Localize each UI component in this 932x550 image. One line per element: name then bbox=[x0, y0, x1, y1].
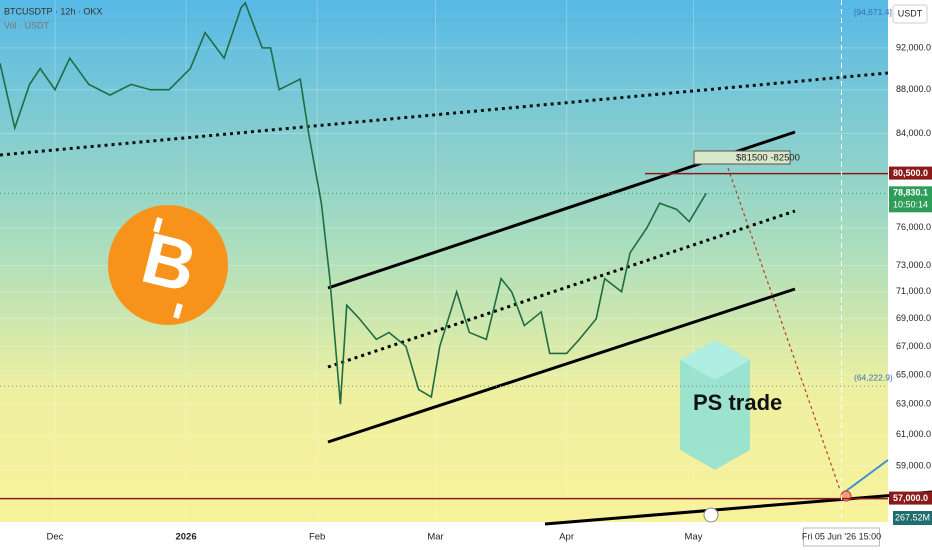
y-tick-label: 67,000.0 bbox=[896, 341, 931, 351]
crosshair-box bbox=[802, 527, 880, 547]
price-level-label: 80,500.0 bbox=[893, 168, 928, 178]
event-icon bbox=[703, 507, 719, 523]
logo-stroke bbox=[153, 217, 163, 233]
price-level-label: [94,671.4] bbox=[854, 7, 892, 17]
price-axis bbox=[888, 0, 932, 550]
brand-logo-facet bbox=[680, 340, 750, 380]
logo-stroke bbox=[173, 303, 183, 319]
x-tick-label: Mar bbox=[427, 532, 443, 543]
price-level-label: 57,000.0 bbox=[893, 493, 928, 503]
x-tick-label: Apr bbox=[559, 532, 574, 543]
price-level-box bbox=[889, 491, 932, 505]
bitcoin-logo bbox=[108, 205, 228, 325]
x-tick-label: 2026 bbox=[175, 532, 196, 543]
support-line bbox=[544, 490, 932, 526]
crosshair-label: Fri 05 Jun '26 15:00 bbox=[802, 531, 881, 541]
y-tick-label: 65,000.0 bbox=[896, 369, 931, 379]
price-level-label: (64,222.9) bbox=[854, 373, 893, 383]
brand-text: PS trade bbox=[693, 390, 782, 415]
projection-arrow bbox=[727, 167, 841, 491]
volume-box bbox=[893, 511, 932, 525]
y-tick-label: 84,000.0 bbox=[896, 128, 931, 138]
y-tick-label: 73,000.0 bbox=[896, 260, 931, 270]
target-point bbox=[840, 490, 852, 502]
y-tick-label: 76,000.0 bbox=[896, 222, 931, 232]
projection-line bbox=[841, 459, 889, 495]
y-tick-label: 63,000.0 bbox=[896, 399, 931, 409]
trend-line bbox=[0, 71, 889, 157]
brand-logo bbox=[680, 340, 750, 470]
chart-subtitle: Vol · USDT bbox=[4, 20, 50, 30]
y-tick-label: 92,000.0 bbox=[896, 42, 931, 52]
unit-label: USDT bbox=[898, 8, 923, 18]
channel-lower bbox=[327, 287, 796, 444]
x-tick-label: Feb bbox=[309, 532, 325, 543]
price-line bbox=[0, 1, 707, 405]
y-tick-label: 59,000.0 bbox=[896, 460, 931, 470]
target-box bbox=[693, 150, 791, 165]
y-tick-label: 88,000.0 bbox=[896, 84, 931, 94]
volume-label: 267.52M bbox=[895, 512, 930, 522]
price-level-box bbox=[889, 166, 932, 180]
y-tick-label: 61,000.0 bbox=[896, 429, 931, 439]
x-tick-label: Dec bbox=[47, 532, 64, 543]
time-axis bbox=[0, 522, 888, 550]
y-tick-label: 71,000.0 bbox=[896, 286, 931, 296]
y-tick-label: 69,000.0 bbox=[896, 313, 931, 323]
chart-title: BTCUSDTP · 12h · OKX bbox=[4, 6, 102, 16]
price-level-label: 78,830.1 bbox=[893, 188, 928, 198]
countdown-label: 10:50:14 bbox=[893, 200, 928, 210]
target-box-label: $81500 -82500 bbox=[736, 153, 800, 164]
channel-middle bbox=[327, 209, 796, 369]
price-level-box bbox=[889, 186, 932, 213]
unit-box bbox=[892, 4, 928, 24]
x-tick-label: May bbox=[685, 532, 703, 543]
